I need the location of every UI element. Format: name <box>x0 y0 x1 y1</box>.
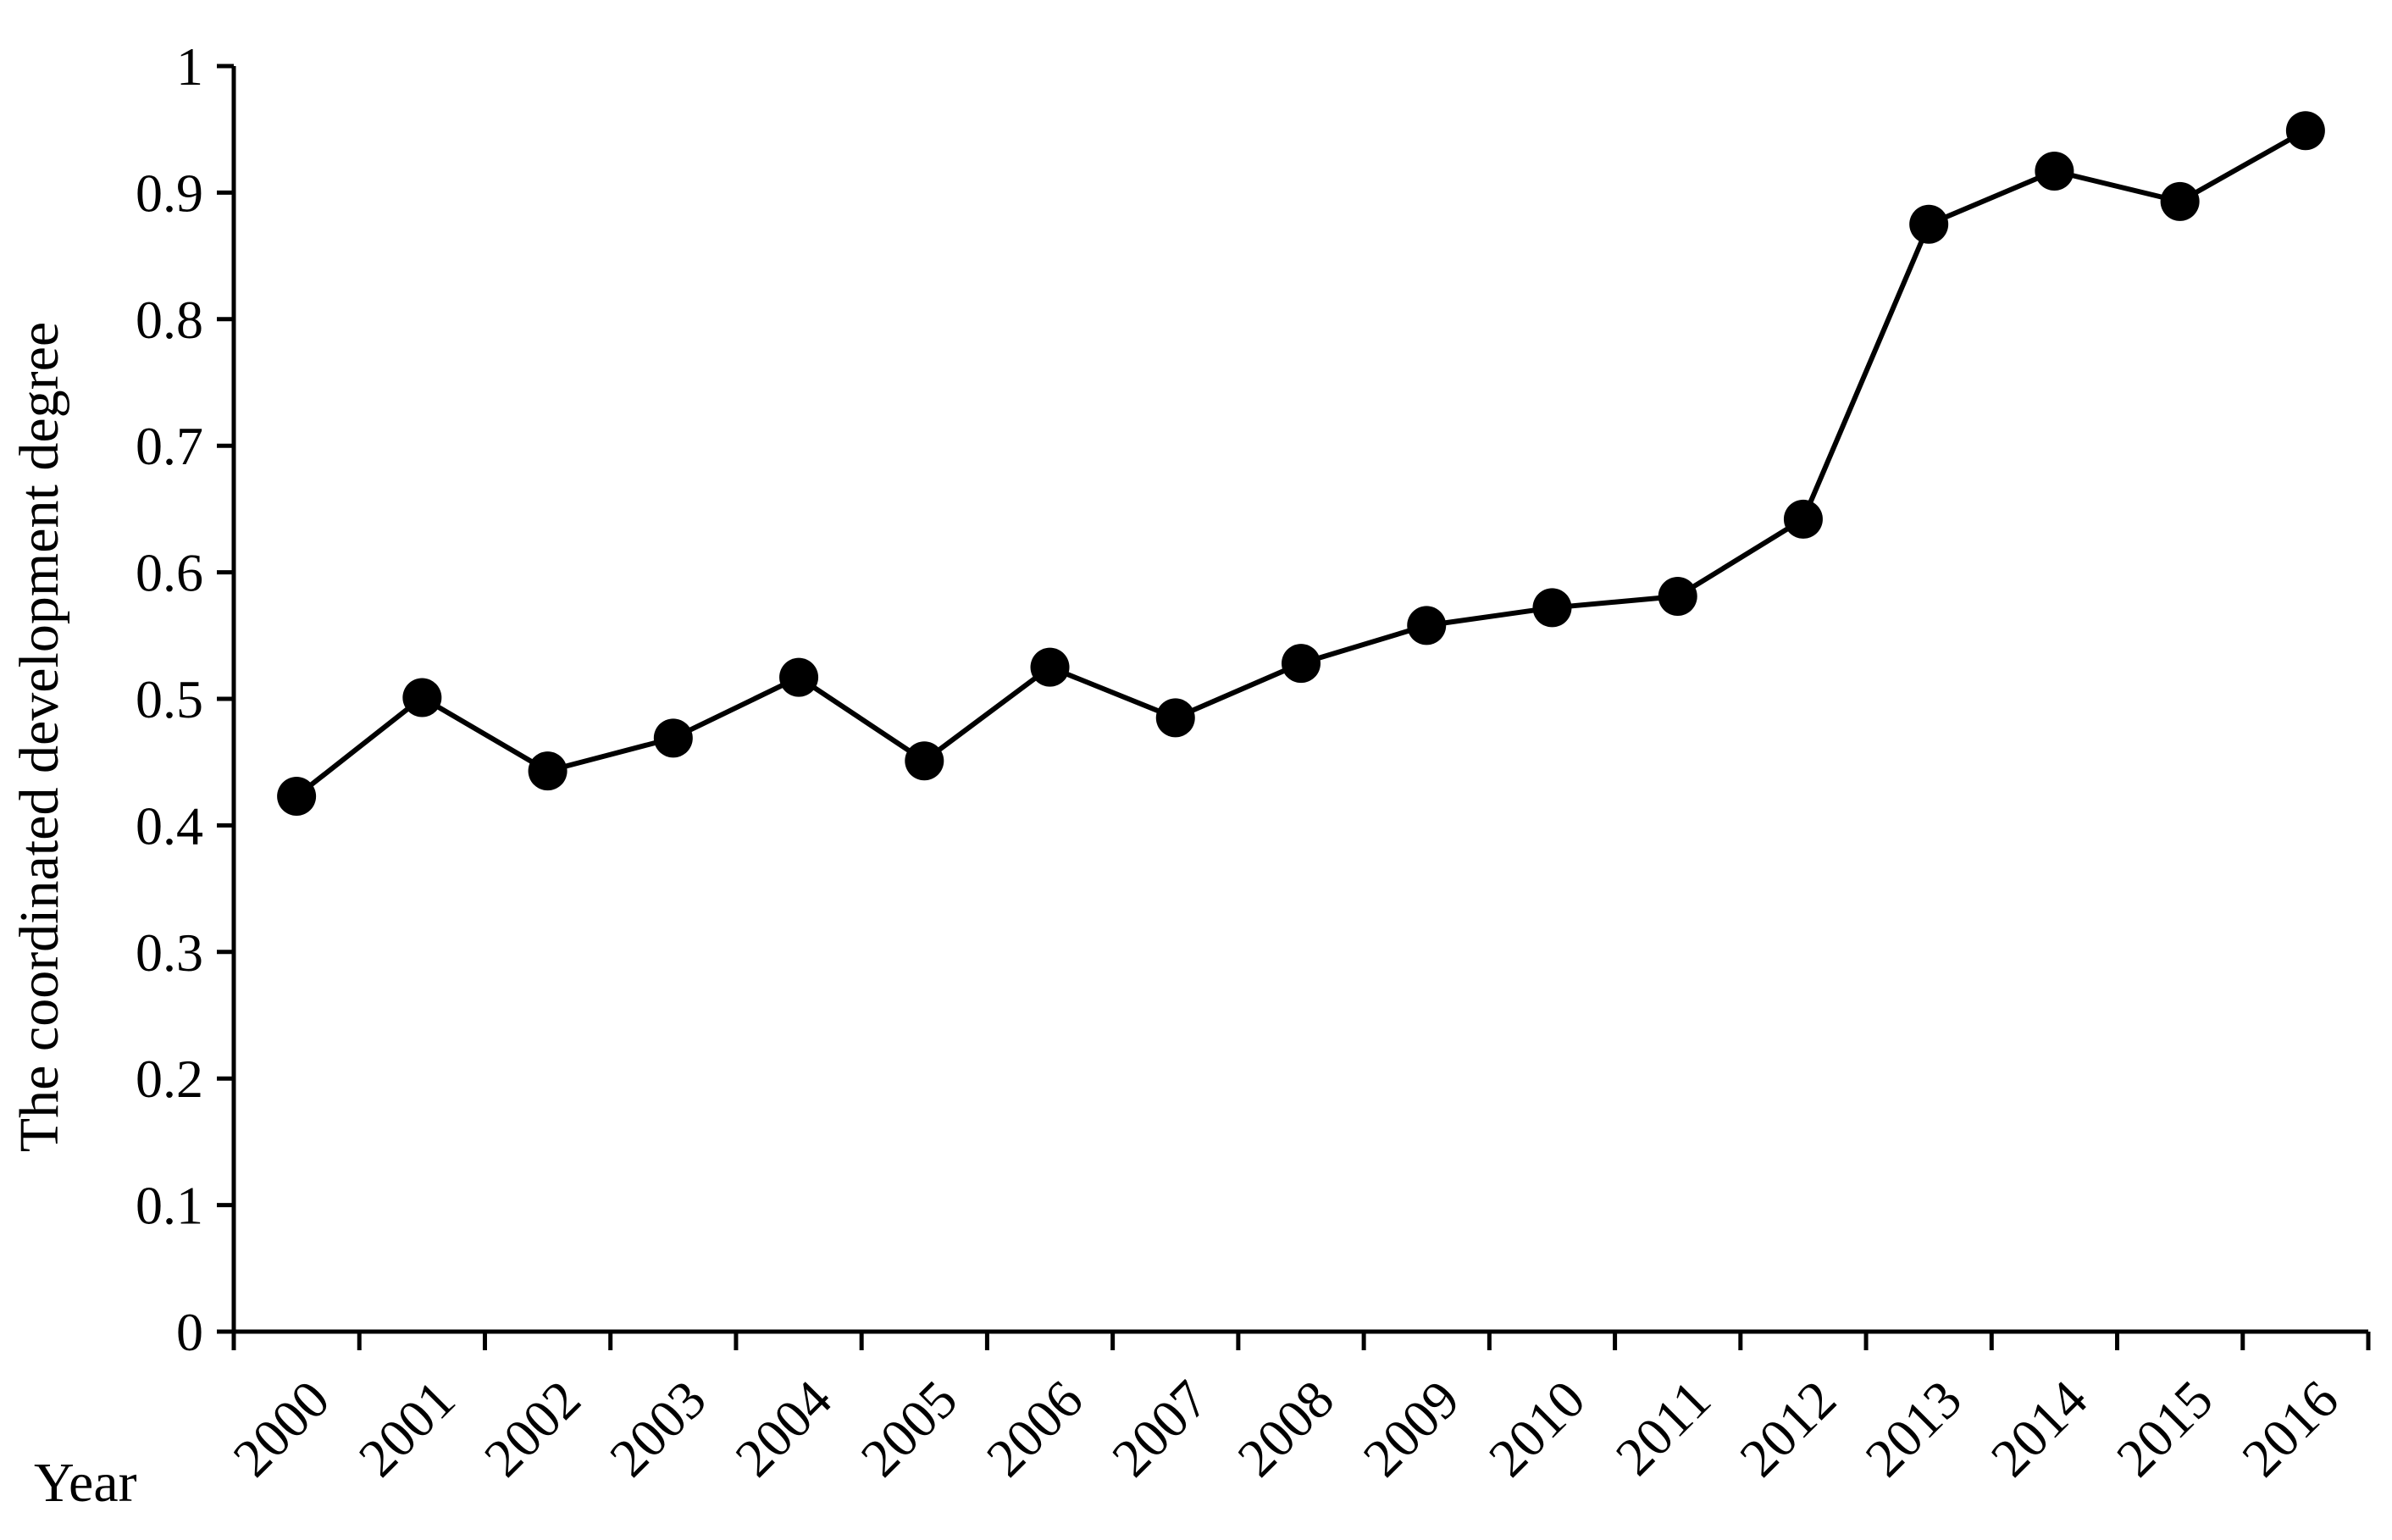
y-tick-label: 0.7 <box>136 416 203 476</box>
data-point <box>1155 698 1195 738</box>
x-ticks: 2000 2001 2002 2003 2004 2005 2006 2007 2008 2009… <box>222 1332 2371 1488</box>
y-ticks: 0 0.1 0.2 0.3 0.4 0.5 0.6 0.7 0.8 0.9 1 <box>136 36 234 1362</box>
y-tick-label: 0.1 <box>136 1176 203 1236</box>
y-tick-label: 0.2 <box>136 1049 203 1109</box>
series-line <box>295 128 2307 799</box>
data-point <box>1282 644 1321 684</box>
x-tick-label: 2011 <box>1604 1369 1722 1487</box>
data-point <box>277 777 317 817</box>
x-tick-label: 2016 <box>2230 1369 2350 1488</box>
data-point <box>1658 576 1697 616</box>
x-tick-label: 2013 <box>1854 1369 1974 1488</box>
y-tick-label: 0.9 <box>136 163 203 223</box>
data-point <box>1030 647 1070 687</box>
x-tick-label: 2005 <box>850 1369 969 1488</box>
data-point <box>905 741 944 781</box>
x-tick-label: 2009 <box>1352 1369 1471 1488</box>
y-tick-label: 0 <box>176 1302 203 1362</box>
series-group <box>277 111 2325 817</box>
x-tick-label: 2002 <box>473 1369 592 1488</box>
data-point <box>528 751 568 791</box>
x-tick-label: 2015 <box>2105 1369 2224 1488</box>
data-point <box>1532 588 1572 628</box>
y-axis-title: The coordinated development degree <box>8 322 70 1152</box>
data-point <box>779 657 819 697</box>
y-tick-label: 1 <box>176 36 203 97</box>
y-tick-label: 0.3 <box>136 922 203 983</box>
x-tick-label: 2012 <box>1728 1369 1847 1488</box>
data-point <box>1407 606 1447 645</box>
x-tick-label: 2001 <box>347 1369 467 1488</box>
x-tick-label: 2008 <box>1226 1369 1345 1488</box>
x-tick-label: 2000 <box>222 1369 341 1488</box>
data-point <box>653 718 693 758</box>
y-tick-label: 0.8 <box>136 290 203 350</box>
data-point <box>1909 204 1949 244</box>
data-point <box>2035 152 2074 191</box>
y-tick-label: 0.5 <box>136 669 203 729</box>
x-tick-label: 2010 <box>1477 1369 1597 1488</box>
y-tick-label: 0.4 <box>136 795 203 856</box>
x-tick-label: 2007 <box>1100 1369 1220 1488</box>
data-point <box>2160 181 2200 221</box>
x-tick-label: 2004 <box>723 1369 843 1488</box>
y-tick-label: 0.6 <box>136 543 203 603</box>
x-tick-label: 2014 <box>1979 1369 2099 1488</box>
x-tick-label: 2003 <box>598 1369 717 1488</box>
x-tick-label: 2006 <box>975 1369 1094 1488</box>
data-point <box>402 678 442 717</box>
axes <box>231 66 2368 1334</box>
x-axis-title: Year <box>34 1452 137 1514</box>
data-point <box>1783 499 1823 539</box>
data-point <box>2285 111 2325 151</box>
